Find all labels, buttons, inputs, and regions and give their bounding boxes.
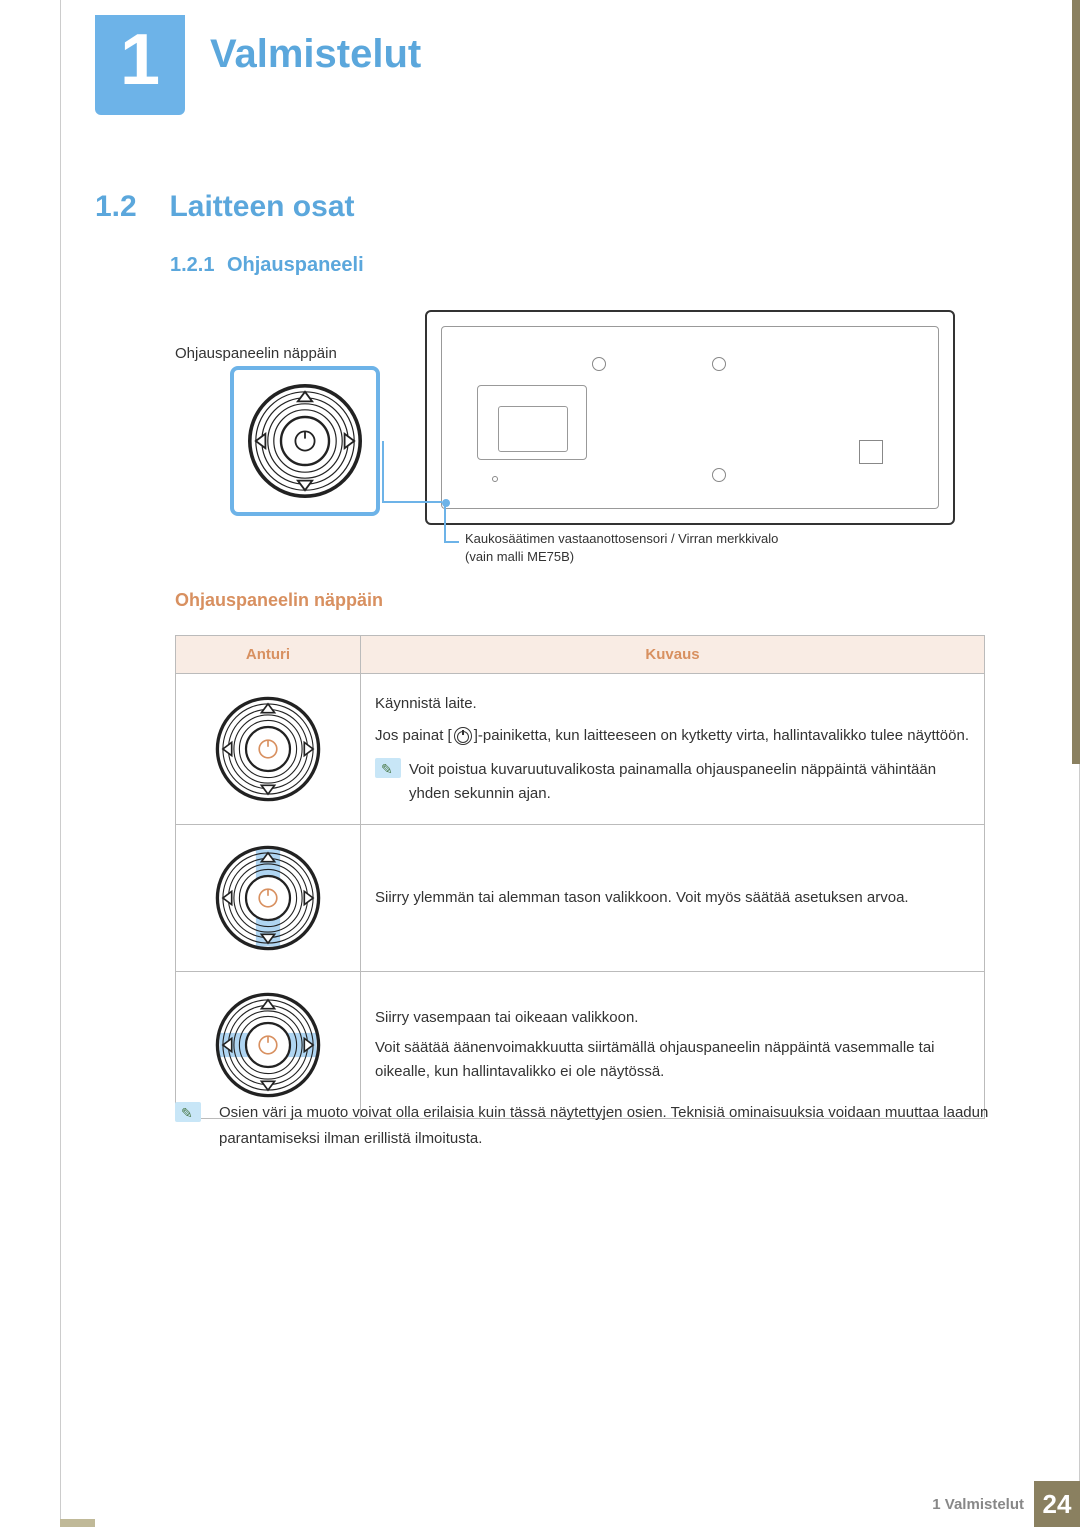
power-icon xyxy=(454,727,472,745)
jog-center-icon xyxy=(213,694,323,804)
table-header-description: Kuvaus xyxy=(361,636,985,674)
row3-text2: Voit säätää äänenvoimakkuutta siirtämäll… xyxy=(375,1036,970,1084)
table-row: Siirry ylemmän tai alemman tason valikko… xyxy=(176,825,985,972)
bottom-note: Osien väri ja muoto voivat olla erilaisi… xyxy=(175,1100,990,1151)
note-icon xyxy=(175,1102,201,1122)
chapter-tab: 1 xyxy=(95,15,185,115)
subsection-title: Ohjauspaneeli xyxy=(227,254,364,276)
diagram: Ohjauspaneelin näppäin xyxy=(175,330,990,580)
section-header: 1.2 Laitteen osat 1.2.1 Ohjauspaneeli xyxy=(95,190,1010,277)
footer-label: 1 Valmistelut xyxy=(932,1496,1024,1513)
diagram-button-label: Ohjauspaneelin näppäin xyxy=(175,345,337,362)
sensor-callout-text: Kaukosäätimen vastaanottosensori / Virra… xyxy=(465,530,778,566)
row3-text1: Siirry vasempaan tai oikeaan valikkoon. xyxy=(375,1006,970,1030)
section-title: Laitteen osat xyxy=(169,190,354,223)
section-number: 1.2 xyxy=(95,190,165,224)
table-row: Siirry vasempaan tai oikeaan valikkoon. … xyxy=(176,972,985,1119)
page-footer: 1 Valmistelut 24 xyxy=(932,1481,1080,1527)
row1-text1: Käynnistä laite. xyxy=(375,692,970,716)
chapter-title: Valmistelut xyxy=(210,32,421,77)
row1-text2: Jos painat []-painiketta, kun laitteesee… xyxy=(375,724,970,748)
row1-note: Voit poistua kuvaruutuvalikosta painamal… xyxy=(375,758,970,806)
jog-horizontal-icon xyxy=(213,990,323,1100)
side-accent-bar xyxy=(1072,0,1080,764)
row2-text: Siirry ylemmän tai alemman tason valikko… xyxy=(361,825,985,972)
table-header-sensor: Anturi xyxy=(176,636,361,674)
tv-back-diagram xyxy=(425,310,955,525)
button-heading: Ohjauspaneelin näppäin xyxy=(175,590,383,611)
control-button-callout xyxy=(230,366,380,516)
jog-button-icon xyxy=(245,381,365,501)
jog-vertical-icon xyxy=(213,843,323,953)
table-row: Käynnistä laite. Jos painat []-painikett… xyxy=(176,674,985,825)
note-icon xyxy=(375,758,401,778)
footer-accent xyxy=(60,1519,95,1527)
subsection-number: 1.2.1 xyxy=(170,254,214,276)
page-number: 24 xyxy=(1034,1481,1080,1527)
controls-table: Anturi Kuvaus Käynnistä laite. J xyxy=(175,635,985,1119)
